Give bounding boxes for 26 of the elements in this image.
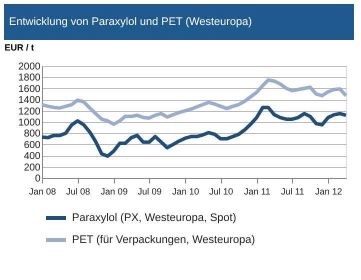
line-series: [40, 78, 348, 126]
x-tick-label: Jan 08: [28, 186, 56, 196]
y-tick-label: 600: [24, 140, 41, 151]
y-tick-label: 1200: [18, 106, 41, 118]
legend-label: PET (für Verpackungen, Westeuropa): [72, 234, 256, 246]
y-axis-title: EUR / t: [4, 42, 34, 52]
y-tick-label: 2000: [18, 62, 41, 72]
y-tick-label: 1400: [18, 95, 41, 106]
y-tick-label: 1000: [18, 118, 41, 128]
x-tick-label: Jan 11: [244, 186, 270, 196]
y-tick-label: 200: [24, 162, 41, 174]
line-series: [40, 106, 348, 158]
y-tick-label: 0: [34, 174, 41, 184]
y-tick-label: 1600: [18, 84, 41, 95]
y-tick-label: 400: [24, 151, 41, 162]
x-tick-label: Jan 09: [100, 186, 128, 196]
x-tick-label: Jul 09: [138, 186, 162, 196]
x-tick-label: Jul 08: [66, 186, 90, 196]
x-tick-label: Jan 12: [315, 186, 342, 196]
x-tick-label: Jul 11: [280, 186, 304, 196]
x-tick-label: Jul 10: [209, 186, 234, 196]
x-tick-label: Jan 10: [172, 186, 200, 196]
y-tick-label: 1800: [18, 72, 41, 84]
chart-title: Entwicklung von Paraxylol und PET (Westeuropa): [9, 16, 252, 28]
y-tick-label: 800: [24, 128, 41, 140]
legend-label: Paraxylol (PX, Westeuropa, Spot): [72, 212, 236, 224]
